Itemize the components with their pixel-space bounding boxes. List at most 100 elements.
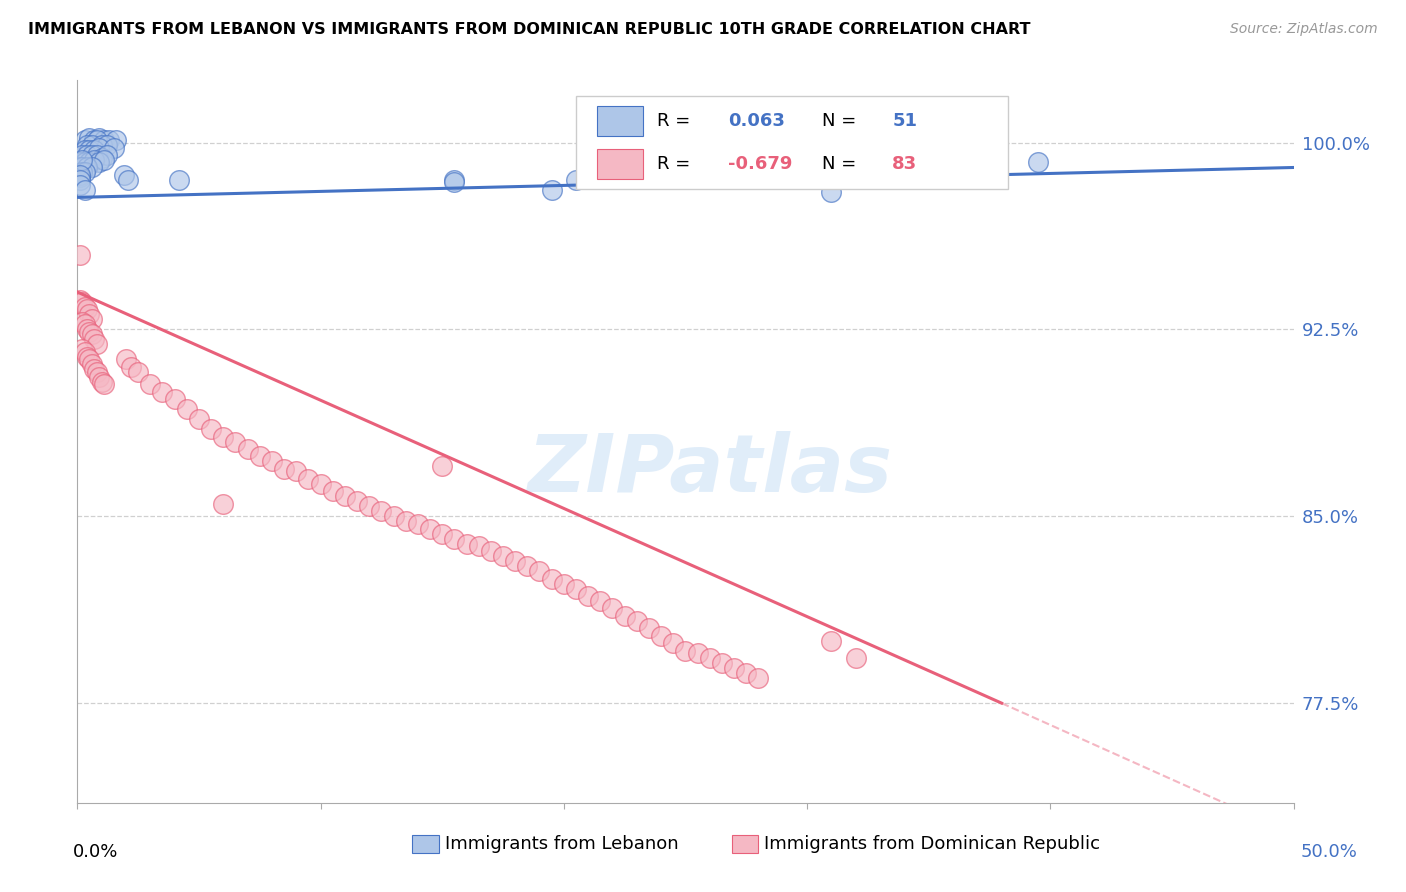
Point — [70, 343, 93, 357]
Point — [79, 325, 101, 339]
Point — [273, 462, 295, 476]
Point — [845, 651, 868, 665]
Point — [90, 138, 112, 153]
Point — [650, 629, 672, 643]
Point — [540, 183, 562, 197]
Point — [249, 450, 271, 464]
Text: 50.0%: 50.0% — [1301, 843, 1357, 861]
Point — [297, 472, 319, 486]
Bar — [412, 835, 439, 854]
Point — [820, 633, 842, 648]
Point — [686, 646, 709, 660]
Point — [69, 161, 91, 175]
Point — [346, 494, 368, 508]
Point — [516, 559, 538, 574]
Point — [97, 133, 120, 147]
Text: ZIPatlas: ZIPatlas — [527, 432, 893, 509]
Point — [626, 614, 648, 628]
Point — [212, 429, 235, 443]
Point — [370, 504, 392, 518]
Point — [69, 155, 91, 169]
Text: 83: 83 — [893, 154, 917, 173]
Point — [93, 133, 115, 147]
Point — [443, 176, 465, 190]
Point — [83, 362, 105, 376]
Point — [112, 168, 135, 182]
Point — [675, 644, 697, 658]
Point — [419, 522, 441, 536]
Text: N =: N = — [821, 112, 862, 130]
Point — [69, 168, 91, 182]
Point — [236, 442, 259, 456]
Point — [80, 357, 103, 371]
Point — [79, 352, 101, 367]
Point — [70, 148, 93, 162]
Point — [73, 155, 96, 169]
Point — [70, 295, 93, 310]
Point — [117, 173, 139, 187]
Point — [529, 564, 551, 578]
Point — [662, 636, 685, 650]
Text: R =: R = — [658, 112, 696, 130]
Point — [76, 322, 98, 336]
Point — [395, 514, 418, 528]
Point — [86, 337, 108, 351]
Point — [576, 589, 599, 603]
Point — [638, 621, 661, 635]
Point — [333, 489, 356, 503]
Point — [69, 248, 91, 262]
Point — [69, 178, 91, 192]
Point — [86, 148, 108, 162]
Point — [285, 465, 308, 479]
Point — [83, 133, 105, 147]
Point — [73, 183, 96, 197]
Point — [710, 657, 733, 671]
Point — [503, 554, 526, 568]
Point — [224, 434, 246, 449]
Point — [406, 516, 429, 531]
Point — [83, 332, 105, 346]
Point — [90, 375, 112, 389]
Point — [589, 594, 612, 608]
Point — [127, 365, 149, 379]
Point — [96, 138, 118, 153]
Text: Immigrants from Dominican Republic: Immigrants from Dominican Republic — [765, 835, 1101, 853]
Point — [89, 140, 111, 154]
Point — [103, 140, 125, 154]
Point — [430, 459, 453, 474]
Point — [492, 549, 515, 563]
Point — [115, 352, 138, 367]
Point — [322, 484, 344, 499]
Point — [70, 315, 93, 329]
Point — [83, 143, 105, 157]
Text: Immigrants from Lebanon: Immigrants from Lebanon — [444, 835, 678, 853]
Point — [382, 509, 405, 524]
Text: 0.0%: 0.0% — [73, 843, 118, 861]
Point — [613, 609, 636, 624]
Point — [699, 651, 721, 665]
Point — [602, 601, 624, 615]
Point — [176, 402, 198, 417]
Point — [76, 302, 98, 317]
Point — [70, 161, 93, 175]
Point — [79, 143, 101, 157]
Point — [565, 582, 588, 596]
Point — [76, 350, 98, 364]
Point — [86, 133, 108, 147]
Point — [747, 671, 769, 685]
Point — [69, 173, 91, 187]
Point — [260, 454, 283, 468]
Point — [73, 300, 96, 314]
Point — [188, 412, 211, 426]
Point — [430, 526, 453, 541]
Point — [735, 666, 758, 681]
Bar — [596, 149, 643, 179]
Point — [89, 130, 111, 145]
Text: Source: ZipAtlas.com: Source: ZipAtlas.com — [1230, 22, 1378, 37]
Point — [456, 537, 478, 551]
Point — [76, 138, 98, 153]
Point — [80, 138, 103, 153]
Point — [79, 130, 101, 145]
Point — [69, 293, 91, 307]
Text: 0.063: 0.063 — [728, 112, 785, 130]
